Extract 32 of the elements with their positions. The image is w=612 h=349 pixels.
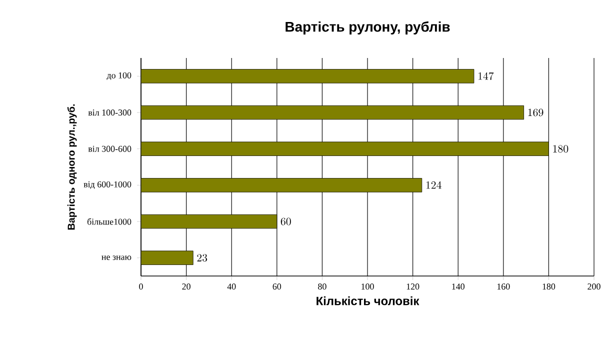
y-axis-title: Вартість одного рул.,руб.: [67, 104, 77, 230]
y-tick-label: віл 300-600: [88, 146, 132, 152]
x-tick-label: 40: [227, 284, 236, 290]
data-label: 169: [528, 108, 544, 116]
x-tick-label: 20: [182, 284, 190, 290]
data-label: 147: [478, 72, 494, 80]
bar: [141, 105, 524, 120]
y-tick-label: не знаю: [102, 256, 132, 260]
data-label: 60: [280, 218, 291, 226]
x-tick-label: 160: [497, 284, 510, 290]
x-tick-label: 60: [272, 284, 282, 290]
y-tick-label: віл 100-300: [88, 109, 132, 116]
bar: [141, 178, 422, 192]
x-tick-label: 100: [362, 284, 374, 290]
data-label: 124: [426, 181, 442, 189]
x-tick-label: 200: [588, 284, 600, 290]
x-axis-title: Кількість чоловік: [316, 296, 420, 306]
x-tick-label: 0: [139, 284, 143, 290]
bar: [141, 142, 549, 156]
bar: [141, 69, 474, 84]
y-tick-label: до 100: [106, 72, 132, 80]
x-tick-label: 180: [542, 284, 556, 290]
y-tick-label: від 600-1000: [84, 181, 132, 190]
chart-title: Вартість рулону, рублів: [286, 21, 450, 35]
bar: [141, 214, 278, 229]
bar: [141, 250, 194, 265]
x-tick-label: 120: [406, 284, 420, 290]
x-tick-label: 80: [318, 284, 326, 290]
y-tick-label: більше1000: [87, 218, 132, 225]
data-label: 180: [553, 145, 568, 153]
x-tick-label: 140: [452, 284, 464, 290]
data-label: 23: [197, 254, 208, 262]
